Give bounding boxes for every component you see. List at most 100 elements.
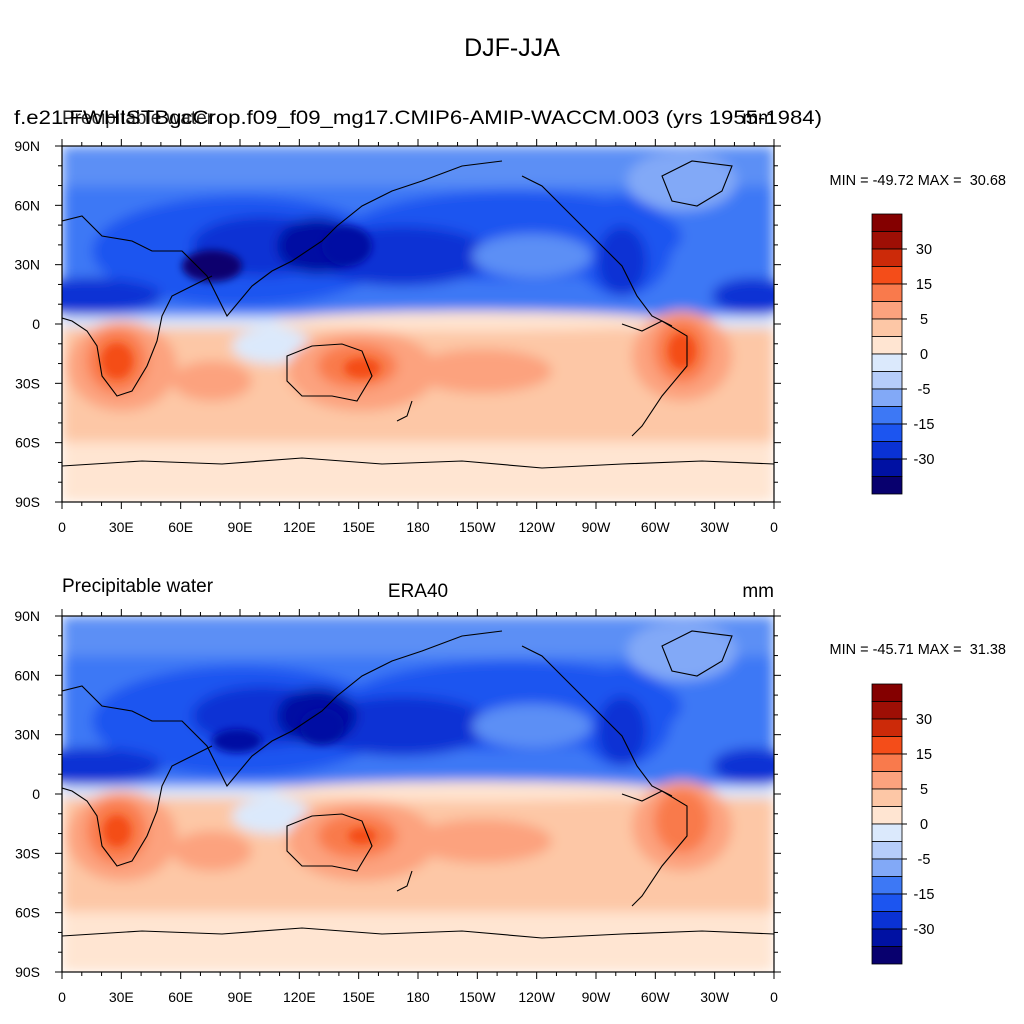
colorbar-swatch bbox=[871, 946, 903, 965]
colorbar-label: 15 bbox=[916, 277, 932, 293]
colorbar-swatch bbox=[871, 806, 903, 825]
x-tick-label: 90E bbox=[228, 519, 253, 535]
colorbar-swatch bbox=[871, 683, 903, 702]
colorbar-label: 5 bbox=[920, 782, 928, 798]
colorbar-swatch bbox=[871, 841, 903, 860]
colorbar-swatch bbox=[871, 231, 903, 250]
x-tick-label: 90W bbox=[582, 989, 612, 1005]
bottom-map-field bbox=[62, 616, 774, 972]
y-tick-label: 60S bbox=[15, 905, 40, 921]
colorbar-swatch bbox=[871, 876, 903, 895]
colorbar-label: 30 bbox=[916, 712, 932, 728]
top-left-title: Precipitable water bbox=[62, 108, 214, 129]
colorbar-label: -5 bbox=[918, 852, 931, 868]
y-tick-label: 90S bbox=[15, 964, 40, 980]
colorbar-label: -30 bbox=[914, 922, 935, 938]
colorbar-swatch bbox=[871, 213, 903, 232]
top-panel: Precipitable water f.e21.FWHISTBgcCrop.f… bbox=[14, 108, 1006, 535]
y-tick-label: 30S bbox=[15, 375, 40, 391]
figure-title: DJF-JJA bbox=[464, 34, 560, 62]
colorbar-swatch bbox=[871, 248, 903, 267]
colorbar-swatch bbox=[871, 911, 903, 930]
y-tick-label: 60S bbox=[15, 435, 40, 451]
top-map-field bbox=[62, 146, 774, 502]
colorbar-swatch bbox=[871, 858, 903, 877]
colorbar-swatch bbox=[871, 893, 903, 912]
bottom-coastlines bbox=[62, 630, 774, 939]
colorbar-label: 0 bbox=[920, 817, 928, 833]
y-tick-label: 60N bbox=[14, 197, 40, 213]
y-tick-label: 60N bbox=[14, 667, 40, 683]
colorbar-swatch bbox=[871, 701, 903, 720]
colorbar-label: 0 bbox=[920, 347, 928, 363]
bottom-y-axis: 90N 60N 30N 0 30S 60S 90S bbox=[14, 608, 781, 980]
colorbar-swatch bbox=[871, 336, 903, 355]
x-tick-label: 90W bbox=[582, 519, 612, 535]
bottom-center-title: ERA40 bbox=[388, 581, 448, 602]
y-tick-label: 90S bbox=[15, 494, 40, 510]
colorbar-label: -15 bbox=[914, 417, 935, 433]
top-units: mm bbox=[742, 108, 774, 129]
y-tick-label: 0 bbox=[32, 316, 40, 332]
x-tick-label: 0 bbox=[770, 519, 778, 535]
colorbar-label: 5 bbox=[920, 312, 928, 328]
bottom-panel: Precipitable water ERA40 mm MIN = -45.71… bbox=[14, 576, 1006, 1005]
top-colorbar: 30 15 5 0 -5 -15 -30 bbox=[871, 213, 935, 495]
colorbar-swatch bbox=[871, 266, 903, 285]
bottom-left-title: Precipitable water bbox=[62, 576, 214, 597]
x-tick-label: 60W bbox=[641, 989, 671, 1005]
colorbar-swatch bbox=[871, 371, 903, 390]
x-tick-label: 30W bbox=[700, 519, 730, 535]
colorbar-swatch bbox=[871, 441, 903, 460]
x-tick-label: 0 bbox=[58, 519, 66, 535]
colorbar-swatch bbox=[871, 388, 903, 407]
y-tick-label: 0 bbox=[32, 786, 40, 802]
x-tick-label: 60W bbox=[641, 519, 671, 535]
colorbar-swatch bbox=[871, 771, 903, 790]
x-tick-label: 150E bbox=[342, 989, 375, 1005]
x-tick-label: 120E bbox=[283, 519, 316, 535]
colorbar-label: 30 bbox=[916, 242, 932, 258]
top-x-axis: 0 30E 60E 90E 120E 150E 180 150W 120W 90W 60W 30W 0 bbox=[58, 139, 778, 535]
colorbar-swatch bbox=[871, 476, 903, 495]
x-tick-label: 30E bbox=[109, 519, 134, 535]
bottom-colorbar: 30 15 5 0 -5 -15 -30 bbox=[871, 683, 935, 965]
x-tick-label: 180 bbox=[406, 519, 430, 535]
x-tick-label: 30E bbox=[109, 989, 134, 1005]
y-tick-label: 30N bbox=[14, 727, 40, 743]
colorbar-swatch bbox=[871, 928, 903, 947]
x-tick-label: 90E bbox=[228, 989, 253, 1005]
x-tick-label: 150W bbox=[459, 519, 496, 535]
y-tick-label: 90N bbox=[14, 608, 40, 624]
x-tick-label: 120W bbox=[518, 989, 555, 1005]
top-center-title: f.e21.FWHISTBgcCrop.f09_f09_mg17.CMIP6-A… bbox=[14, 108, 822, 129]
x-tick-label: 60E bbox=[168, 989, 193, 1005]
colorbar-label: 15 bbox=[916, 747, 932, 763]
y-tick-label: 30S bbox=[15, 845, 40, 861]
colorbar-swatch bbox=[871, 458, 903, 477]
colorbar-swatch bbox=[871, 283, 903, 302]
y-tick-label: 90N bbox=[14, 138, 40, 154]
x-tick-label: 150E bbox=[342, 519, 375, 535]
top-y-axis: 90N 60N 30N 0 30S 60S 90S bbox=[14, 138, 781, 510]
x-tick-label: 60E bbox=[168, 519, 193, 535]
colorbar-swatch bbox=[871, 301, 903, 320]
colorbar-swatch bbox=[871, 736, 903, 755]
colorbar-label: -15 bbox=[914, 887, 935, 903]
colorbar-swatch bbox=[871, 753, 903, 772]
x-tick-label: 180 bbox=[406, 989, 430, 1005]
top-coastlines bbox=[62, 160, 774, 469]
colorbar-swatch bbox=[871, 423, 903, 442]
x-tick-label: 0 bbox=[770, 989, 778, 1005]
colorbar-swatch bbox=[871, 823, 903, 842]
x-tick-label: 150W bbox=[459, 989, 496, 1005]
colorbar-swatch bbox=[871, 718, 903, 737]
bottom-min-max: MIN = -45.71 MAX = 31.38 bbox=[829, 642, 1006, 658]
top-min-max: MIN = -49.72 MAX = 30.68 bbox=[829, 173, 1006, 189]
x-tick-label: 120W bbox=[518, 519, 555, 535]
x-tick-label: 0 bbox=[58, 989, 66, 1005]
colorbar-label: -30 bbox=[914, 452, 935, 468]
y-tick-label: 30N bbox=[14, 257, 40, 273]
colorbar-label: -5 bbox=[918, 382, 931, 398]
